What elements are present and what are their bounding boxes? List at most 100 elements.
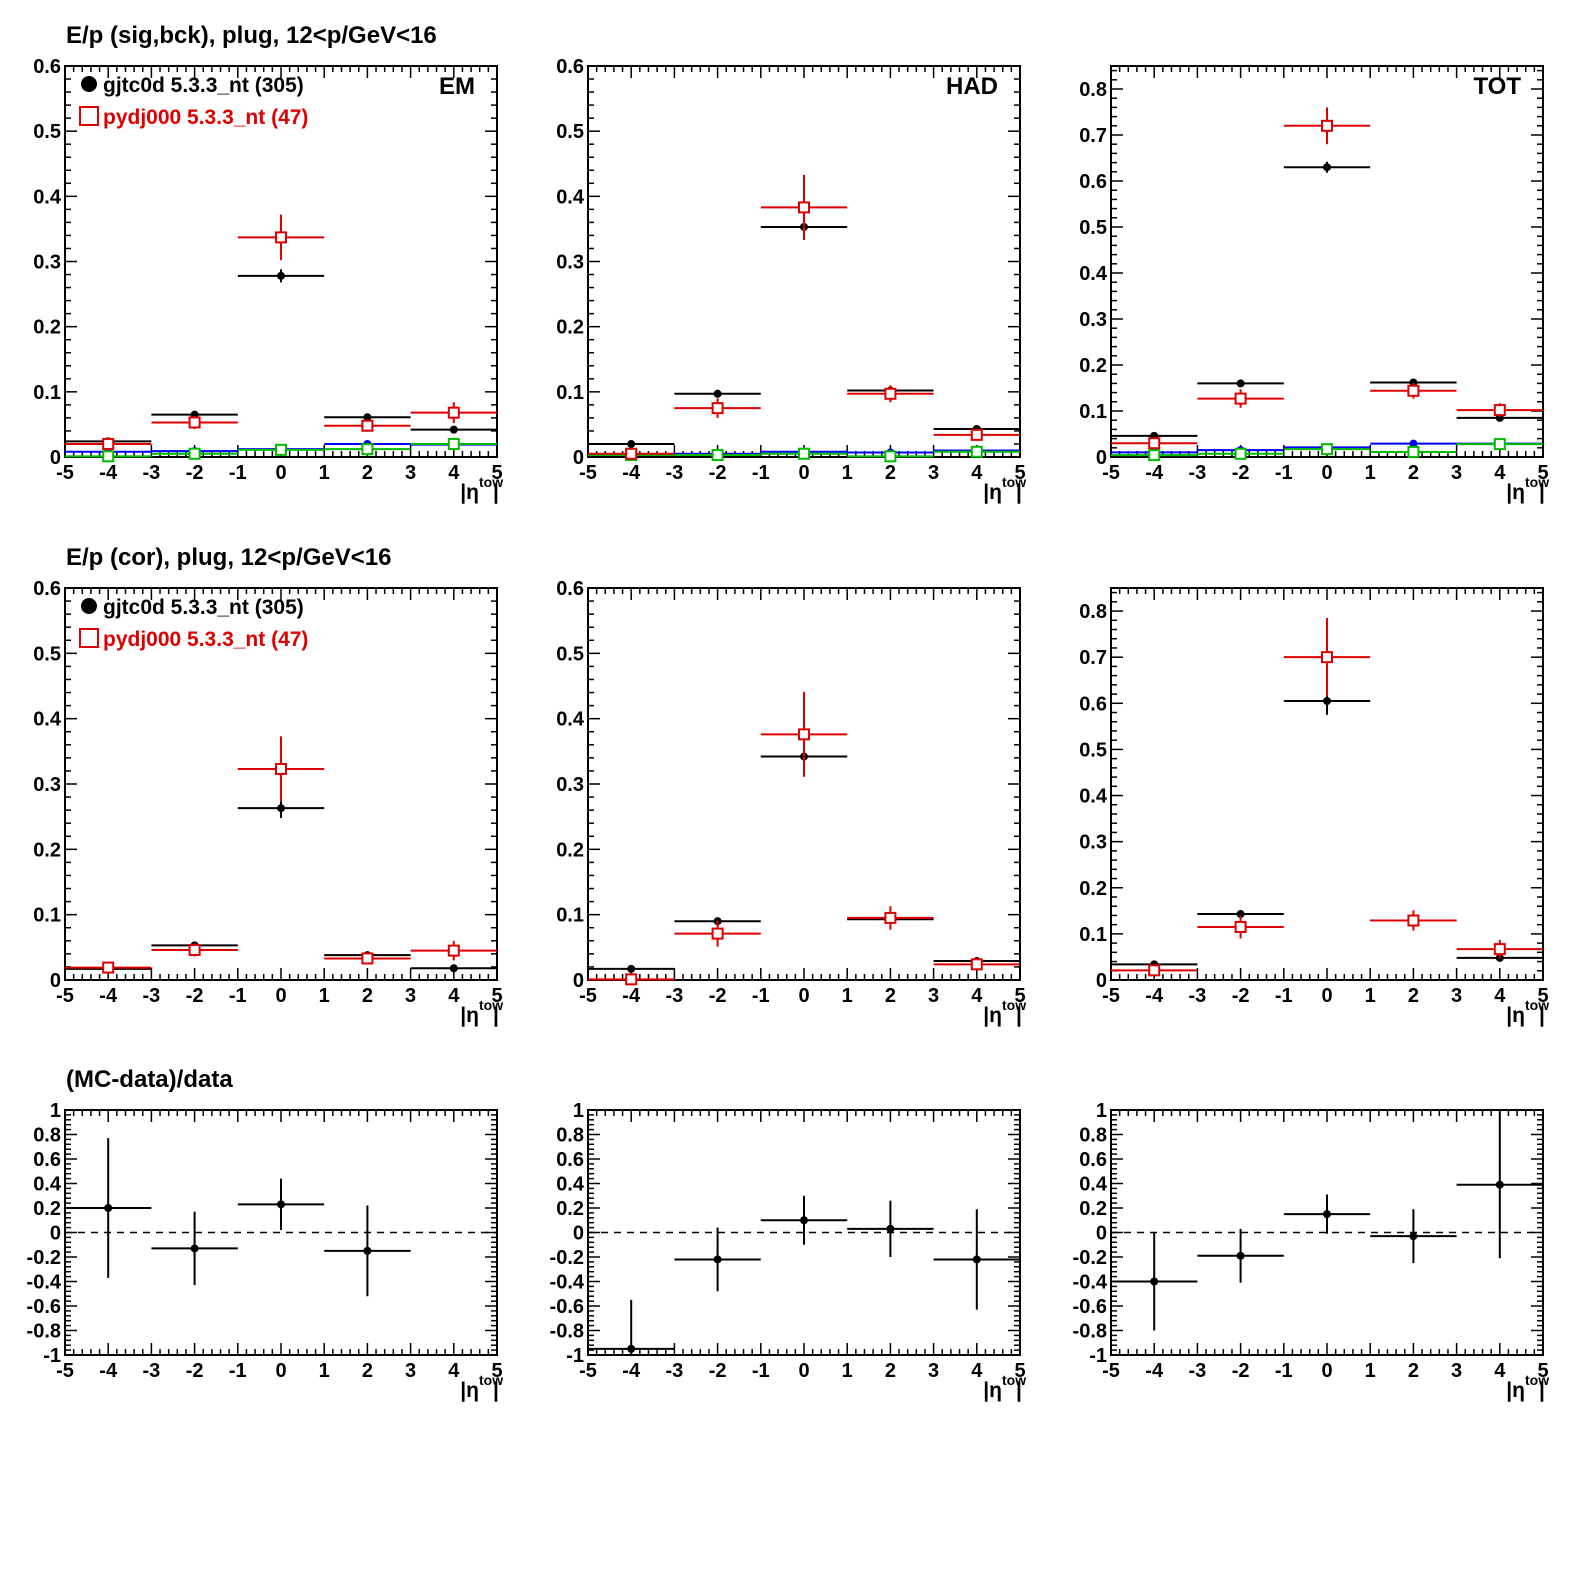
- data-marker-circle: [363, 413, 372, 422]
- mc-marker-open-square: [102, 961, 115, 974]
- y-tick-label: 0: [50, 447, 61, 469]
- x-tick-label: -1: [1275, 1360, 1293, 1382]
- x-tick-label: -3: [1189, 985, 1207, 1007]
- y-tick-label: 0.8: [33, 1125, 61, 1147]
- panel-label-em: EM: [439, 73, 475, 100]
- chart-panel-1-1: -5 -4 -3 -2 -1 0 1 2 3 4 5 0 0.1 0.2 0.3 0.4 0.5 0.6 |η tow…: [556, 578, 1026, 1027]
- legend-marker-mc: [79, 628, 99, 648]
- data-marker-circle: [277, 271, 285, 280]
- legend-entry-label: gjtc0d 5.3.3_nt (305): [103, 596, 304, 619]
- x-tick-label: 5: [1537, 985, 1548, 1007]
- y-tick-label: -0.4: [550, 1272, 585, 1294]
- data-marker-circle: [449, 964, 458, 973]
- mc-marker-open-square: [1234, 392, 1247, 405]
- mc-marker-open-square: [1493, 943, 1506, 956]
- mc-marker-open-square: [1407, 384, 1420, 397]
- x-axis-title: |η: [983, 481, 1002, 504]
- data-marker-circle: [627, 1344, 636, 1353]
- x-axis-title: |η: [460, 481, 479, 504]
- y-tick-label: -0.4: [1073, 1272, 1108, 1294]
- bkg_mc-marker-open-square: [1148, 449, 1161, 462]
- y-tick-label: -0.4: [27, 1272, 62, 1294]
- y-tick-label: 0.4: [1079, 263, 1108, 285]
- x-tick-label: 0: [1321, 985, 1332, 1007]
- data-marker-circle: [972, 1255, 981, 1264]
- y-tick-label: 0.3: [556, 252, 584, 274]
- x-tick-label: -3: [666, 462, 684, 484]
- x-tick-label: 2: [362, 985, 373, 1007]
- x-tick-label: 5: [491, 985, 502, 1007]
- x-tick-label: -4: [622, 462, 641, 484]
- x-axis-title-bar: |: [1539, 1379, 1545, 1402]
- mc-marker-open-square: [102, 437, 115, 450]
- y-tick-label: 0: [573, 447, 584, 469]
- x-tick-label: 3: [928, 462, 939, 484]
- bkg_mc-marker-open-square: [447, 437, 460, 450]
- y-tick-label: -1: [1089, 1345, 1107, 1367]
- y-tick-label: 0.4: [1079, 1174, 1108, 1196]
- y-tick-label: 0.3: [1079, 832, 1107, 854]
- data-marker-circle: [363, 1246, 372, 1255]
- x-tick-label: 1: [1365, 462, 1376, 484]
- bkg_mc-marker-open-square: [102, 450, 115, 463]
- legend-marker-data: [81, 598, 97, 614]
- mc-marker-open-square: [798, 728, 810, 741]
- y-tick-label: 0.2: [556, 839, 584, 861]
- x-tick-label: 5: [1537, 462, 1548, 484]
- y-tick-label: 0.8: [1079, 1125, 1107, 1147]
- y-tick-label: 0: [1096, 447, 1107, 469]
- mc-marker-open-square: [1148, 964, 1161, 977]
- x-tick-label: -1: [229, 985, 247, 1007]
- x-tick-label: 3: [1451, 1360, 1462, 1382]
- x-axis-title: |η: [1506, 1379, 1525, 1402]
- x-tick-label: 2: [885, 985, 896, 1007]
- x-tick-label: 4: [971, 1360, 983, 1382]
- x-axis-title-bar: |: [1016, 481, 1022, 504]
- x-axis-title: |η: [1506, 1004, 1525, 1027]
- x-tick-label: -3: [1189, 462, 1207, 484]
- x-tick-label: -4: [1145, 1360, 1164, 1382]
- x-tick-label: -4: [622, 985, 641, 1007]
- x-axis-title-bar: |: [1539, 481, 1545, 504]
- y-tick-label: 0.6: [33, 1149, 61, 1171]
- x-tick-label: 4: [971, 462, 983, 484]
- x-tick-label: 5: [1537, 1360, 1548, 1382]
- chart-panel-2-0: -5 -4 -3 -2 -1 0 1 2 3 4 5-1-0.8-0.6-0.4-0.200.20.…: [27, 1100, 504, 1402]
- x-tick-label: -5: [56, 462, 74, 484]
- chart-panel-0-1: -5 -4 -3 -2 -1 0 1 2 3 4 5 0 0.1 0.2 0.3 0.4 0.5 0.6 |η tow…: [556, 56, 1026, 504]
- mc-marker-open-square: [447, 406, 460, 419]
- x-tick-label: 0: [798, 985, 809, 1007]
- x-tick-label: 1: [842, 985, 853, 1007]
- x-tick-label: 1: [1365, 985, 1376, 1007]
- y-tick-label: 0.2: [33, 839, 61, 861]
- mc-marker-open-square: [884, 911, 897, 924]
- mc-marker-open-square: [711, 402, 724, 415]
- x-axis-title: |η: [1506, 481, 1525, 504]
- y-tick-label: 0.6: [556, 578, 584, 600]
- y-tick-label: 0.2: [1079, 355, 1107, 377]
- bkg_mc-marker-open-square: [1321, 443, 1333, 456]
- plot-frame: [587, 65, 1021, 458]
- x-axis-title-bar: |: [493, 481, 499, 504]
- x-tick-label: 3: [928, 985, 939, 1007]
- x-tick-label: -5: [1102, 985, 1120, 1007]
- y-tick-label: 0.1: [556, 905, 584, 927]
- bkg_mc-marker-open-square: [1407, 445, 1420, 458]
- x-axis-title-superscript: tow: [1525, 997, 1549, 1013]
- x-tick-label: 3: [1451, 985, 1462, 1007]
- y-tick-label: 0.4: [556, 1174, 585, 1196]
- y-tick-label: 1: [573, 1100, 584, 1122]
- x-tick-label: 4: [1494, 1360, 1506, 1382]
- x-tick-label: -2: [709, 462, 727, 484]
- x-tick-label: 0: [798, 1360, 809, 1382]
- x-axis-title: |η: [983, 1379, 1002, 1402]
- x-tick-label: 2: [1408, 462, 1419, 484]
- y-tick-label: -0.2: [1073, 1247, 1107, 1269]
- y-tick-label: -0.8: [27, 1321, 61, 1343]
- y-tick-label: 0.4: [33, 1174, 62, 1196]
- x-tick-label: -5: [1102, 462, 1120, 484]
- x-tick-label: 0: [1321, 1360, 1332, 1382]
- x-tick-label: 1: [1365, 1360, 1376, 1382]
- x-tick-label: 1: [842, 462, 853, 484]
- panel-label-tot: TOT: [1473, 73, 1521, 100]
